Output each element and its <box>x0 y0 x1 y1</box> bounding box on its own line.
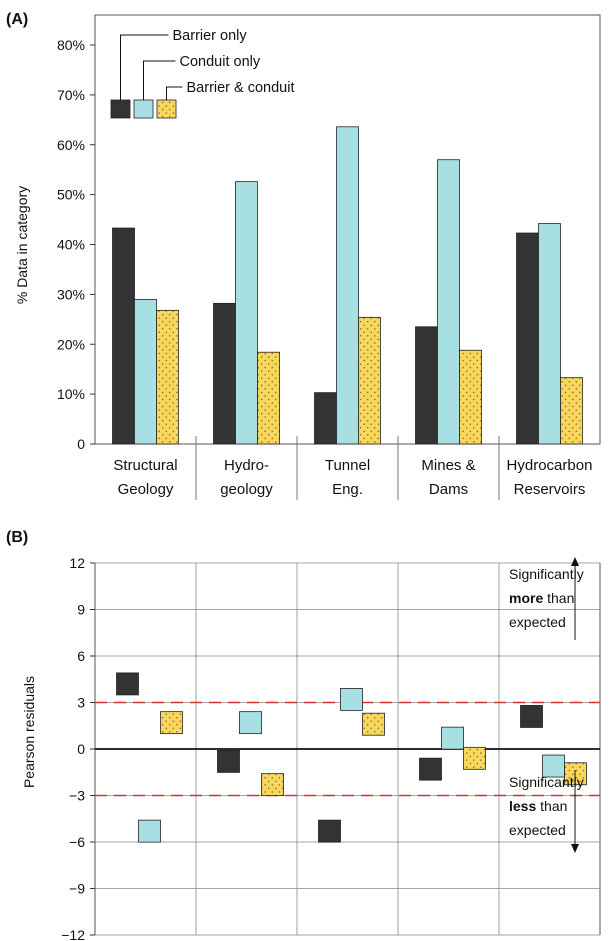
residual-point <box>340 688 363 711</box>
more-rest: than <box>543 590 574 606</box>
category-label-line1: Mines & <box>421 457 475 474</box>
y-tick-label: 9 <box>77 602 85 618</box>
bar-chart-panel: 0 10% 20% 30% 40% 50% 60% 70% 80% % Data in categ… <box>14 14 601 500</box>
y-tick-label: 30% <box>57 286 85 302</box>
y-tick-label: −6 <box>69 834 85 850</box>
category-label-line2: Reservoirs <box>514 481 586 498</box>
panel-b-label: (B) <box>6 529 28 546</box>
y-tick-label: 0 <box>77 436 85 452</box>
legend: Barrier only Conduit only Barrier & condui… <box>110 28 295 119</box>
more-line1: Significantly <box>509 566 584 582</box>
y-tick-label: 20% <box>57 336 85 352</box>
residual-point <box>261 773 284 797</box>
less-line1: Significantly <box>509 774 584 790</box>
y-tick-label: 3 <box>77 695 85 711</box>
legend-leader <box>120 34 169 100</box>
legend-swatch <box>156 99 177 119</box>
bar <box>213 302 236 445</box>
bar <box>459 349 482 445</box>
legend-label: Barrier & conduit <box>187 80 295 96</box>
y-tick-label: −12 <box>61 927 85 941</box>
y-tick-label: −9 <box>69 881 85 897</box>
bar <box>156 309 179 445</box>
y-tick-label: 10% <box>57 386 85 402</box>
category-label-line2: Eng. <box>332 481 363 498</box>
arrow-up-icon <box>571 557 579 640</box>
legend-swatch <box>110 99 131 119</box>
y-tick-label: 60% <box>57 137 85 153</box>
y-axis-title: % Data in category <box>14 186 30 304</box>
legend-label: Conduit only <box>180 54 261 70</box>
y-tick-label: 80% <box>57 37 85 53</box>
more-line3: expected <box>509 614 566 630</box>
y-tick-label: 0 <box>77 741 85 757</box>
category-label-line2: geology <box>220 481 273 498</box>
legend-label: Barrier only <box>173 28 248 44</box>
bar <box>560 377 583 445</box>
y-tick-label: 6 <box>77 648 85 664</box>
y-tick-label: 50% <box>57 187 85 203</box>
category-label-line2: Geology <box>118 481 174 498</box>
category-label-line1: Hydro- <box>224 457 269 474</box>
legend-leader <box>143 60 176 100</box>
bar <box>112 227 135 445</box>
residual-point <box>419 757 442 781</box>
legend-swatch <box>133 99 154 119</box>
residual-point <box>463 746 486 770</box>
residual-chart-panel: −12 −9 −6 −3 0 3 6 9 12 Pearson residuals <box>21 555 601 941</box>
category-label-line2: Dams <box>429 481 468 498</box>
bar <box>516 232 539 445</box>
residual-point <box>116 672 139 696</box>
category-label-line1: Hydrocarbon <box>507 457 593 474</box>
legend-leader <box>166 86 183 100</box>
bar <box>235 181 258 445</box>
residual-point <box>138 819 161 843</box>
less-bold-word: less <box>509 798 536 814</box>
category-label-line1: Structural <box>113 457 177 474</box>
residual-point <box>520 705 543 728</box>
residual-point <box>217 750 240 773</box>
more-annotation: Significantly more than expected <box>509 566 588 630</box>
less-rest: than <box>536 798 567 814</box>
category-label-line1: Tunnel <box>325 457 370 474</box>
bar <box>437 159 460 445</box>
y-axis-title: Pearson residuals <box>21 676 37 788</box>
residual-point <box>362 712 385 736</box>
y-tick-label: 12 <box>69 555 85 571</box>
residual-point <box>318 819 341 843</box>
arrow-down-icon <box>571 770 579 853</box>
bar <box>314 392 337 445</box>
more-bold-word: more <box>509 590 543 606</box>
bar <box>538 223 561 445</box>
y-tick-label: 70% <box>57 87 85 103</box>
residual-point <box>160 711 183 735</box>
y-tick-label: −3 <box>69 788 85 804</box>
bar <box>257 351 280 445</box>
bar <box>415 326 438 445</box>
residual-point <box>239 711 262 735</box>
bar <box>358 316 381 445</box>
less-line3: expected <box>509 822 566 838</box>
bar <box>336 126 359 445</box>
residual-point <box>441 726 464 750</box>
panel-a-label: (A) <box>6 11 28 28</box>
y-tick-label: 40% <box>57 237 85 253</box>
bar <box>134 298 157 445</box>
less-annotation: Significantly less than expected <box>509 774 588 838</box>
